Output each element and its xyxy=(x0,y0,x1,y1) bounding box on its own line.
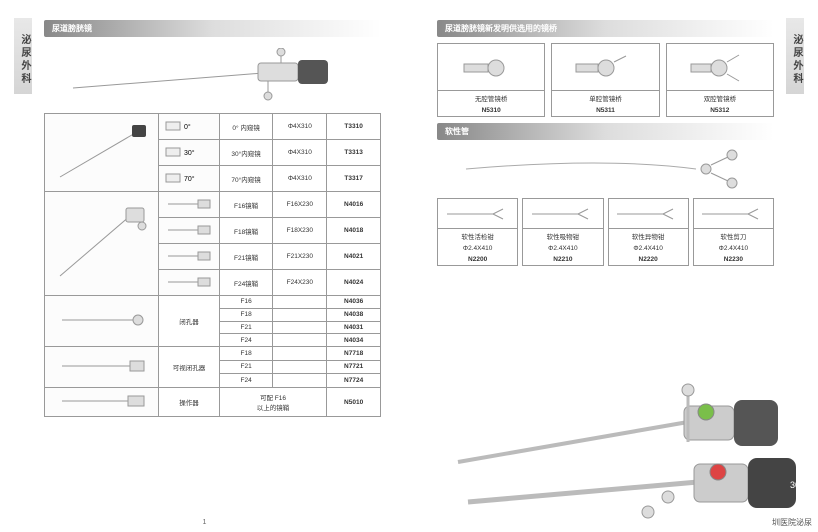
table-row: 操作器 可配 F16 以上的镜鞘 N5010 xyxy=(45,388,381,417)
bridge-box: 单腔管镜桥N5311 xyxy=(551,43,659,117)
section-title-bridges: 尿道膀胱镜新发明供选用的镜桥 xyxy=(437,20,774,37)
svg-text:30°: 30° xyxy=(790,480,804,490)
forceps-row: 软性活检钳Φ2.4X410N2200 软性吸物钳Φ2.4X410N2210 软性… xyxy=(437,198,774,266)
page-number: 1 xyxy=(203,519,207,526)
svg-text:30°: 30° xyxy=(184,149,195,157)
svg-text:0°: 0° xyxy=(778,410,787,420)
bridge-box: 双腔管镜桥N5312 xyxy=(666,43,774,117)
table-row: 闭孔器 F16N4036 xyxy=(45,296,381,309)
forceps-box: 软性异物钳Φ2.4X410N2220 xyxy=(608,198,689,266)
side-tab-right: 泌尿外科 xyxy=(786,18,804,94)
product-photo-large: 0° 30° xyxy=(438,342,818,532)
forceps-box: 软性活检钳Φ2.4X410N2200 xyxy=(437,198,518,266)
catalog-page-right: 泌尿外科 尿道膀胱镜新发明供选用的镜桥 无腔管镜桥N5310 单腔管镜桥N531… xyxy=(409,0,818,532)
forceps-box: 软性吸物钳Φ2.4X410N2210 xyxy=(522,198,603,266)
spec-table-main: 0° 0° 内窥镜 Φ4X310 T3310 30° 30°内窥镜Φ4X310T… xyxy=(44,113,381,417)
catalog-page-left: 泌尿外科 尿道膀胱镜 0° 0° 内窥镜 Φ4X310 T3310 30° 30… xyxy=(0,0,409,532)
section-title-cystoscope: 尿道膀胱镜 xyxy=(44,20,381,37)
svg-text:0°: 0° xyxy=(184,123,191,131)
bridge-box: 无腔管镜桥N5310 xyxy=(437,43,545,117)
bridges-row: 无腔管镜桥N5310 单腔管镜桥N5311 双腔管镜桥N5312 xyxy=(437,43,774,117)
table-row: F16镜鞘F16X230N4016 xyxy=(45,192,381,218)
side-tab-left: 泌尿外科 xyxy=(14,18,32,94)
flexible-hero-illustration xyxy=(437,146,774,192)
svg-text:70°: 70° xyxy=(184,175,195,183)
table-row: 0° 0° 内窥镜 Φ4X310 T3310 xyxy=(45,114,381,140)
table-row: 可视闭孔器 F18N7718 xyxy=(45,347,381,361)
watermark-text: 圳医院泌尿 xyxy=(772,517,812,528)
section-title-flexible: 软性管 xyxy=(437,123,774,140)
hero-instrument-illustration xyxy=(44,43,381,107)
forceps-box: 软性剪刀Φ2.4X410N2230 xyxy=(693,198,774,266)
